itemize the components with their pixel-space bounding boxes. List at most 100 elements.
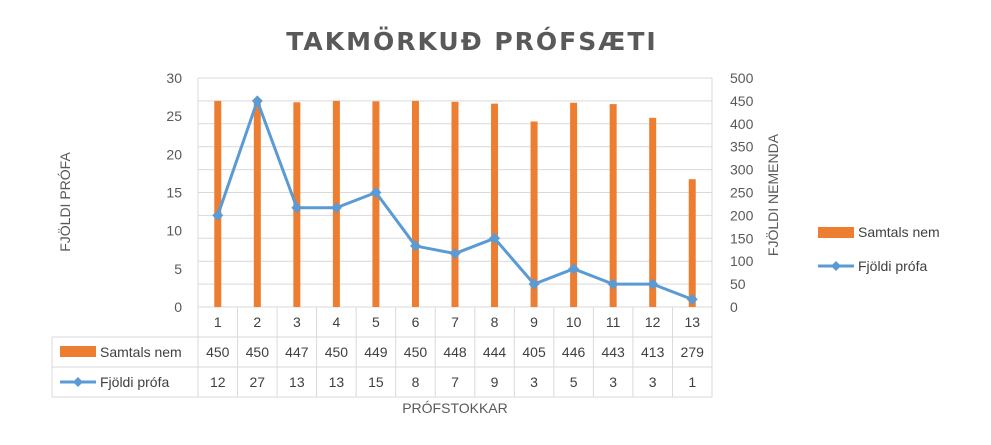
y-right-tick-label: 250: [730, 185, 754, 201]
table-cell-fjoldi-profa: 15: [368, 374, 384, 390]
legend-line-marker: [831, 261, 841, 271]
bar-series-samtals-nem: [214, 100, 696, 308]
table-cell-fjoldi-profa: 5: [570, 374, 578, 390]
line-marker: [607, 278, 619, 290]
table-cell-samtals-nem: 450: [325, 344, 349, 360]
y-right-tick-label: 400: [730, 116, 754, 132]
y-right-tick-label: 300: [730, 162, 754, 178]
y-right-tick-label: 150: [730, 230, 754, 246]
bar: [688, 179, 696, 307]
y-left-tick-label: 0: [174, 299, 182, 315]
table-cell-fjoldi-profa: 13: [289, 374, 305, 390]
bar: [214, 100, 222, 308]
x-tick-label: 2: [253, 314, 261, 330]
table-cell-fjoldi-profa: 3: [530, 374, 538, 390]
x-tick-label: 5: [372, 314, 380, 330]
table-cell-fjoldi-profa: 1: [688, 374, 696, 390]
line-series-fjoldi-profa: [212, 95, 698, 305]
line-marker: [409, 240, 421, 252]
x-tick-label: 10: [566, 314, 582, 330]
table-cell-samtals-nem: 443: [601, 344, 625, 360]
table-row-label-samtals-nem: Samtals nem: [100, 344, 182, 360]
table-cell-samtals-nem: 279: [681, 344, 705, 360]
line-marker: [647, 278, 659, 290]
y-axis-left-title: FJÖLDI PRÓFA: [56, 152, 73, 252]
y-right-tick-label: 0: [730, 299, 738, 315]
bar: [491, 103, 499, 307]
bar: [570, 102, 578, 308]
y-left-tick-label: 30: [166, 70, 182, 86]
y-left-tick-label: 5: [174, 261, 182, 277]
legend-label-samtals-nem: Samtals nem: [858, 224, 940, 240]
x-tick-label: 6: [412, 314, 420, 330]
y-left-tick-label: 25: [166, 108, 182, 124]
bar: [451, 101, 459, 307]
table-cell-fjoldi-profa: 3: [609, 374, 617, 390]
x-axis-title: PRÓFSTOKKAR: [402, 400, 508, 416]
gridlines: [51, 77, 713, 398]
y-right-tick-label: 350: [730, 139, 754, 155]
bar: [411, 100, 419, 308]
y-right-tick-label: 450: [730, 93, 754, 109]
x-tick-label: 8: [491, 314, 499, 330]
table-cell-samtals-nem: 446: [562, 344, 586, 360]
line-marker: [251, 95, 263, 107]
table-key-bar-swatch: [60, 346, 96, 357]
legend: Samtals nem Fjöldi prófa: [818, 224, 940, 274]
y-axis-right-title: FJÖLDI NEMENDA: [764, 133, 781, 256]
bar: [372, 101, 380, 307]
table-cell-fjoldi-profa: 27: [250, 374, 266, 390]
table-cell-samtals-nem: 448: [443, 344, 467, 360]
x-tick-label: 12: [645, 314, 661, 330]
x-tick-label: 1: [214, 314, 222, 330]
table-cell-samtals-nem: 447: [285, 344, 309, 360]
bar: [253, 100, 261, 308]
table-cell-fjoldi-profa: 3: [649, 374, 657, 390]
table-cell-samtals-nem: 413: [641, 344, 665, 360]
line-marker: [449, 248, 461, 260]
x-tick-label: 11: [606, 314, 621, 330]
line-marker: [291, 202, 303, 214]
y-left-tick-label: 20: [166, 146, 182, 162]
table-cell-samtals-nem: 450: [404, 344, 428, 360]
y-right-tick-label: 50: [730, 276, 746, 292]
chart-title: TAKMÖRKUÐ PRÓFSÆTI: [286, 26, 658, 56]
table-cell-samtals-nem: 450: [246, 344, 270, 360]
line-marker: [370, 187, 382, 198]
table-cell-samtals-nem: 405: [522, 344, 546, 360]
legend-bar-swatch: [818, 227, 854, 238]
table-cell-samtals-nem: 450: [206, 344, 230, 360]
table-cell-fjoldi-profa: 7: [451, 374, 459, 390]
line-marker: [212, 209, 224, 221]
y-right-tick-label: 100: [730, 253, 754, 269]
y-left-tick-label: 10: [166, 223, 182, 239]
line-marker: [568, 263, 580, 275]
bar: [609, 104, 617, 307]
legend-label-fjoldi-profa: Fjöldi prófa: [858, 258, 927, 274]
line-marker: [686, 293, 698, 305]
table-cell-fjoldi-profa: 8: [412, 374, 420, 390]
x-tick-label: 13: [684, 314, 700, 330]
y-right-tick-label: 500: [730, 70, 754, 86]
x-tick-label: 4: [332, 314, 340, 330]
table-cell-samtals-nem: 449: [364, 344, 388, 360]
y-right-tick-label: 200: [730, 207, 754, 223]
bar: [530, 121, 538, 307]
line-marker: [528, 278, 540, 290]
table-key-marker: [73, 377, 83, 387]
table-cell-fjoldi-profa: 13: [329, 374, 345, 390]
table-cell-fjoldi-profa: 9: [491, 374, 499, 390]
axis-ticks: 0510152025300501001502002503003504004505…: [166, 70, 753, 315]
table-row-label-fjoldi-profa: Fjöldi prófa: [100, 374, 169, 390]
line-marker: [330, 202, 342, 214]
table-cell-fjoldi-profa: 12: [210, 374, 226, 390]
table-cell-samtals-nem: 444: [483, 344, 507, 360]
x-tick-label: 9: [530, 314, 538, 330]
y-left-tick-label: 15: [166, 185, 182, 201]
line-marker: [489, 232, 501, 244]
bar: [649, 117, 657, 307]
x-tick-label: 3: [293, 314, 301, 330]
x-tick-label: 7: [451, 314, 459, 330]
